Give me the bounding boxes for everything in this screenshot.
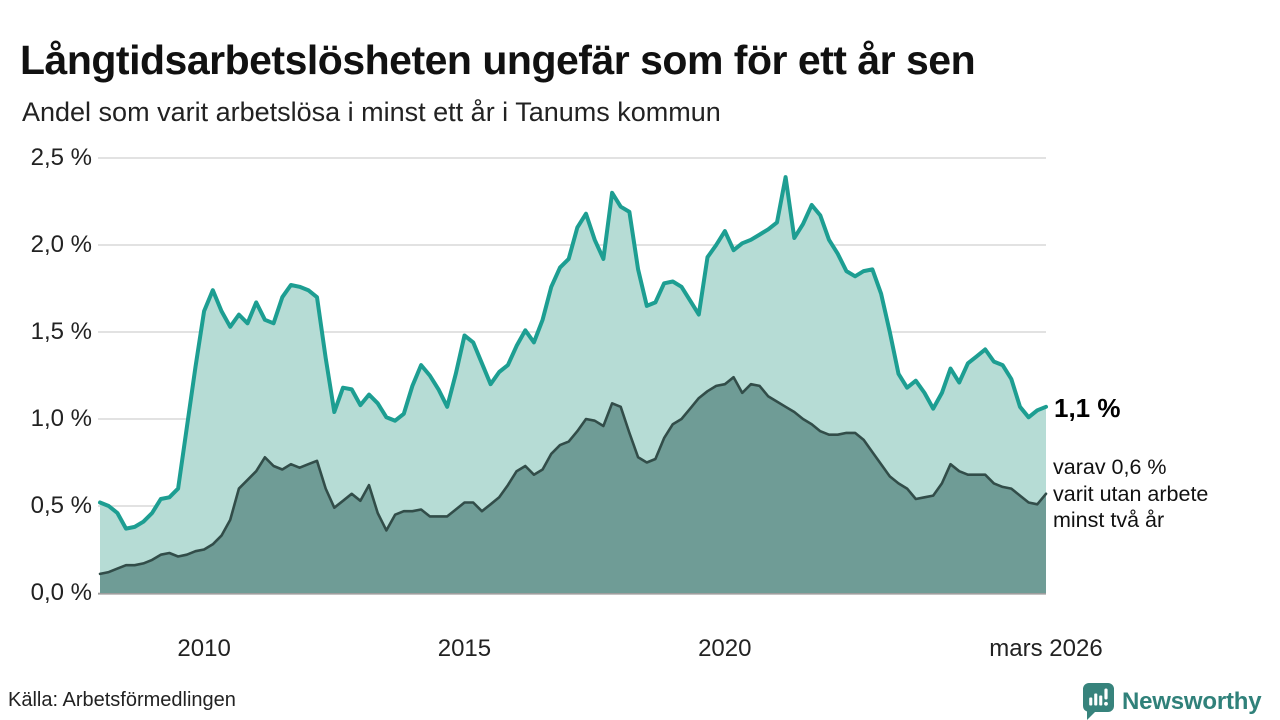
x-axis-tick-label: 2020 (698, 635, 752, 662)
y-axis-tick-label: 2,5 % (30, 144, 92, 171)
y-axis-tick-label: 1,5 % (30, 318, 92, 345)
breakdown-line: varit utan arbete (1053, 481, 1209, 506)
y-axis-tick-label: 2,0 % (30, 231, 92, 258)
page-subtitle: Andel som varit arbetslösa i minst ett å… (22, 97, 721, 127)
y-axis-tick-label: 0,0 % (30, 579, 92, 606)
breakdown-line: minst två år (1053, 508, 1165, 532)
brand-name: Newsworthy (1122, 687, 1262, 715)
newsworthy-logo: Newsworthy (1083, 683, 1262, 720)
bar-chart-bubble-icon (1083, 683, 1114, 720)
x-axis-tick-label: 2015 (437, 635, 492, 662)
y-axis-tick-label: 0,5 % (30, 492, 92, 519)
latest-value-label: 1,1 % (1054, 393, 1121, 423)
x-axis-tick-label: mars 2026 (989, 635, 1103, 662)
breakdown-annotation: varav 0,6 % varit utan arbete minst två … (1053, 454, 1208, 534)
breakdown-line: varav 0,6 % (1053, 455, 1167, 479)
y-axis-tick-label: 1,0 % (30, 405, 92, 432)
x-axis-tick-label: 2010 (177, 635, 231, 662)
source-note: Källa: Arbetsförmedlingen (8, 689, 236, 711)
page-title: Långtidsarbetslösheten ungefär som för e… (20, 37, 976, 84)
